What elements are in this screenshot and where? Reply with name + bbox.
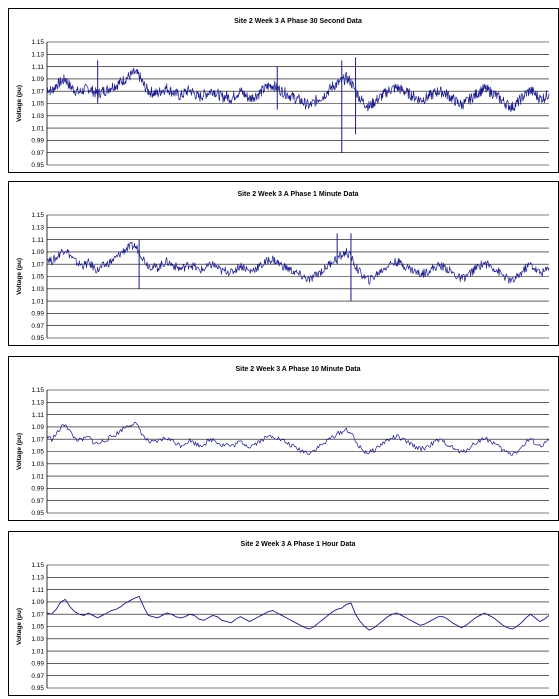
series-line xyxy=(46,421,550,456)
y-tick-label: 1.13 xyxy=(31,400,44,407)
y-tick-label: 1.05 xyxy=(31,101,44,108)
y-tick-label: 1.09 xyxy=(31,249,44,256)
y-tick-label: 1.11 xyxy=(32,64,45,71)
chart-panel-30-second: Site 2 Week 3 A Phase 30 Second Data Volt… xyxy=(8,8,559,173)
y-tick-label: 1.09 xyxy=(31,424,44,431)
y-tick-label: 1.11 xyxy=(32,237,45,244)
chart-title: Site 2 Week 3 A Phase 30 Second Data xyxy=(234,18,362,25)
y-tick-label: 0.97 xyxy=(31,150,44,157)
y-tick-label: 1.09 xyxy=(31,76,44,83)
y-tick-label: 1.13 xyxy=(31,52,44,59)
y-tick-label: 0.99 xyxy=(31,486,44,493)
y-tick-label: 1.01 xyxy=(31,125,44,132)
series-line xyxy=(46,67,550,112)
y-tick-label: 1.05 xyxy=(31,624,44,631)
y-tick-label: 1.15 xyxy=(31,212,44,219)
chart-panel-1-hour: Site 2 Week 3 A Phase 1 Hour Data Voltage… xyxy=(8,531,559,696)
y-axis-label: Voltage (pu) xyxy=(16,433,23,470)
y-tick-label: 1.07 xyxy=(31,88,44,95)
series-line xyxy=(46,595,550,631)
y-tick-label: 1.03 xyxy=(31,286,44,293)
y-tick-label: 1.01 xyxy=(31,298,44,305)
y-tick-label: 1.03 xyxy=(31,461,44,468)
chart-svg: Site 2 Week 3 A Phase 1 Hour Data Voltage… xyxy=(16,541,550,692)
y-tick-label: 1.09 xyxy=(31,599,44,606)
y-tick-label: 1.07 xyxy=(31,261,44,268)
y-tick-label: 1.07 xyxy=(31,436,44,443)
chart-title: Site 2 Week 3 A Phase 10 Minute Data xyxy=(235,366,360,373)
y-tick-label: 1.11 xyxy=(32,587,45,594)
chart-title: Site 2 Week 3 A Phase 1 Hour Data xyxy=(241,541,356,548)
y-tick-label: 1.05 xyxy=(31,274,44,281)
y-tick-label: 0.97 xyxy=(31,673,44,680)
y-tick-label: 0.95 xyxy=(31,510,44,517)
series-line xyxy=(46,241,550,285)
y-tick-label: 1.03 xyxy=(31,113,44,120)
y-tick-label: 0.97 xyxy=(31,498,44,505)
chart-title: Site 2 Week 3 A Phase 1 Minute Data xyxy=(237,191,358,198)
y-tick-label: 1.15 xyxy=(31,39,44,46)
y-tick-label: 1.03 xyxy=(31,636,44,643)
chart-svg: Site 2 Week 3 A Phase 1 Minute Data Volta… xyxy=(16,191,550,342)
y-tick-label: 1.07 xyxy=(31,611,44,618)
y-tick-label: 1.13 xyxy=(31,575,44,582)
y-tick-label: 0.99 xyxy=(31,661,44,668)
chart-svg: Site 2 Week 3 A Phase 30 Second Data Volt… xyxy=(16,18,550,169)
y-tick-label: 1.15 xyxy=(31,387,44,394)
y-tick-label: 0.99 xyxy=(31,138,44,145)
y-tick-label: 1.01 xyxy=(31,473,44,480)
y-tick-label: 1.11 xyxy=(32,412,45,419)
y-tick-label: 0.97 xyxy=(31,323,44,330)
y-tick-label: 1.13 xyxy=(31,225,44,232)
y-axis-label: Voltage (pu) xyxy=(16,608,23,645)
chart-panel-10-minute: Site 2 Week 3 A Phase 10 Minute Data Volt… xyxy=(8,356,559,521)
chart-svg: Site 2 Week 3 A Phase 10 Minute Data Volt… xyxy=(16,366,550,517)
y-tick-label: 0.95 xyxy=(31,335,44,342)
y-axis-label: Voltage (pu) xyxy=(16,85,23,122)
y-axis-label: Voltage (pu) xyxy=(16,258,23,295)
y-tick-label: 1.15 xyxy=(31,562,44,569)
chart-panel-1-minute: Site 2 Week 3 A Phase 1 Minute Data Volta… xyxy=(8,181,559,346)
y-tick-label: 0.99 xyxy=(31,311,44,318)
y-tick-label: 1.01 xyxy=(31,648,44,655)
y-tick-label: 0.95 xyxy=(31,685,44,692)
y-tick-label: 0.95 xyxy=(31,162,44,169)
y-tick-label: 1.05 xyxy=(31,449,44,456)
